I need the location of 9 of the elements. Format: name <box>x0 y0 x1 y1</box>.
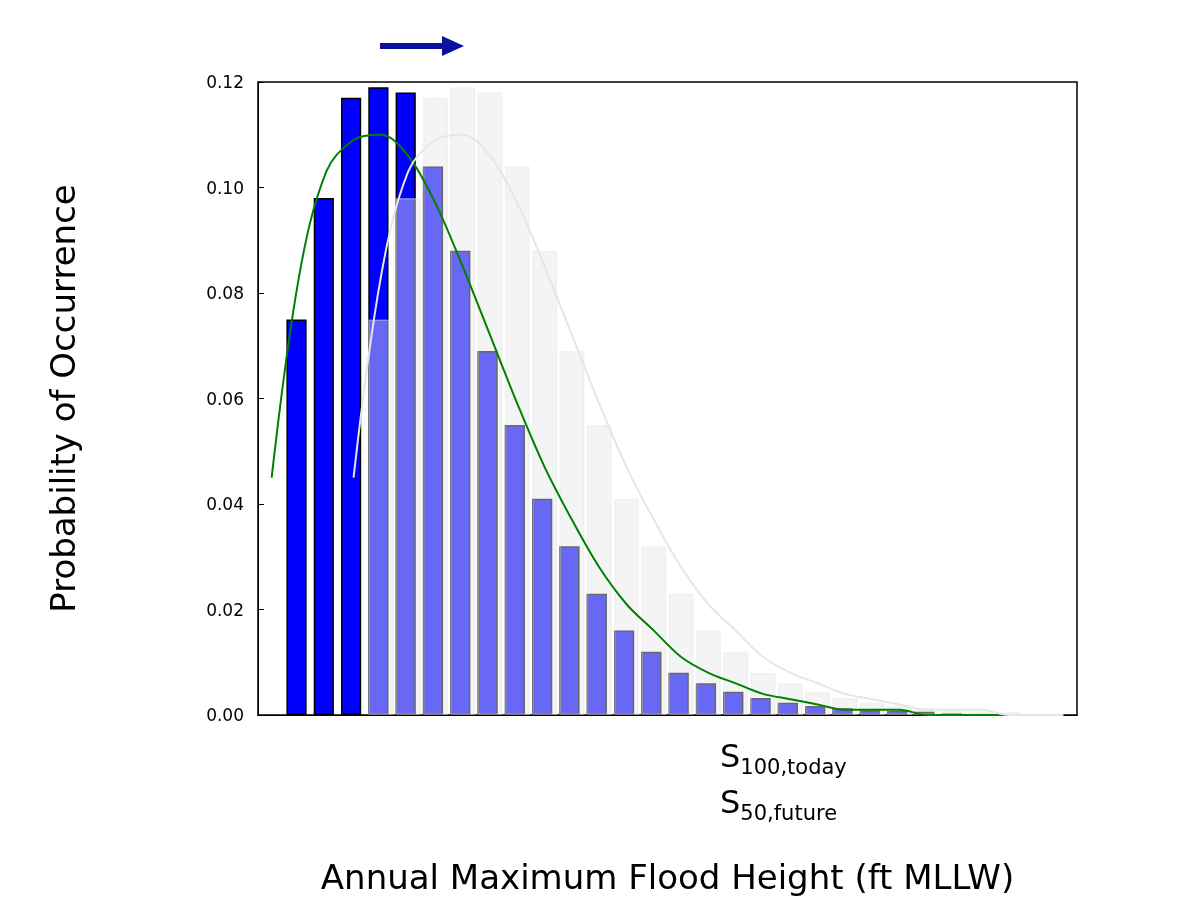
y-axis-title: Probability of Occurrence <box>43 184 83 613</box>
y-tick-label: 0.04 <box>206 494 244 514</box>
y-tick-label: 0.12 <box>206 72 244 92</box>
y-tick-label: 0.06 <box>206 388 244 409</box>
y-tick-label: 0.10 <box>206 177 244 198</box>
y-tick-label: 0.00 <box>206 705 244 725</box>
y-tick-label: 0.02 <box>206 599 244 620</box>
x-axis-title: Annual Maximum Flood Height (ft MLLW) <box>320 857 1015 897</box>
y-tick-label: 0.08 <box>206 283 244 303</box>
